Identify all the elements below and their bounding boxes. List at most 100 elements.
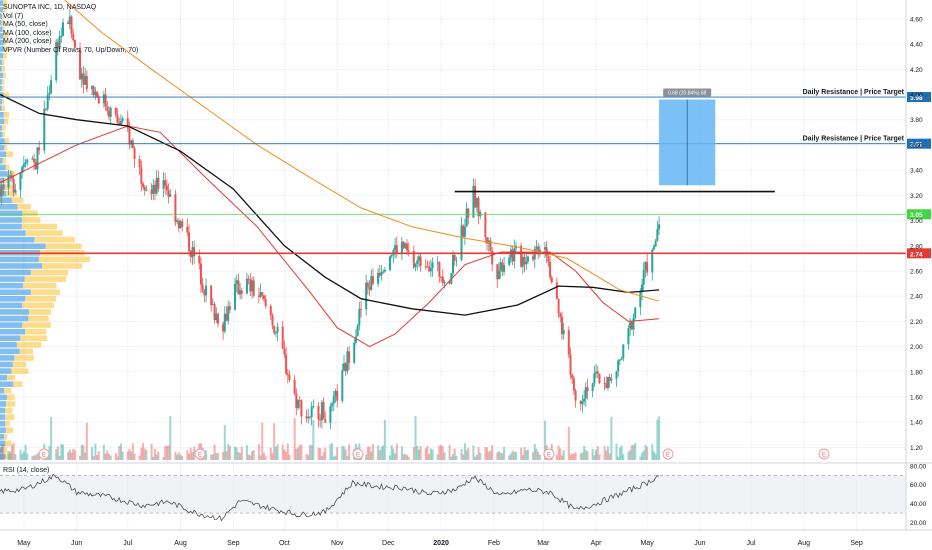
vpvr-up-bar — [0, 269, 31, 276]
legend-vpvr[interactable]: VPVR (Number Of Rows, 70, Up/Down, 70) — [3, 46, 139, 54]
candle-body — [450, 273, 453, 284]
vpvr-up-bar — [0, 204, 18, 210]
price-levels[interactable]: 3.98 Daily Resistance | Price Target 3.61 D… — [0, 88, 931, 259]
candle-body — [394, 245, 397, 250]
legend-vol[interactable]: Vol (7) — [3, 12, 24, 20]
volume-bar — [644, 445, 647, 460]
volume-bar — [627, 451, 630, 460]
vpvr-down-bar — [5, 414, 15, 420]
candle-body — [251, 280, 254, 292]
candle-body — [360, 308, 363, 310]
moving-averages — [0, 0, 660, 348]
vpvr-down-bar — [2, 26, 5, 33]
rsi-tick-label: 80.00 — [910, 463, 927, 470]
price-tag — [907, 248, 931, 259]
volume-bar — [629, 450, 632, 460]
volume-bar — [332, 456, 335, 460]
vpvr-up-bar — [0, 296, 26, 302]
time-tick-label: Aug — [174, 540, 187, 547]
candle-body — [240, 290, 243, 294]
chart-legend: SUNOPTA INC, 1D, NASDAQ Vol (7) MA (50, … — [3, 4, 138, 56]
volume-bar — [310, 445, 313, 460]
volume-bar — [82, 445, 85, 460]
price-tick-label: 2.60 — [910, 268, 923, 275]
candle-body — [571, 374, 574, 379]
candle-body — [322, 402, 325, 420]
volume-bar — [0, 444, 3, 460]
volume-bar — [223, 424, 226, 460]
candle-body — [19, 172, 22, 190]
volume-bar — [116, 456, 119, 460]
volume-bar — [414, 416, 417, 460]
volume-bar — [225, 451, 228, 460]
candle-body — [72, 34, 75, 41]
candle-body — [486, 237, 489, 244]
candle-body — [138, 159, 141, 168]
volume-bar — [569, 454, 572, 460]
candle-body — [126, 118, 129, 129]
candle-body — [285, 354, 288, 374]
candle-body — [257, 295, 260, 297]
rsi-legend[interactable]: RSI (14, close) — [3, 467, 50, 474]
volume-bar — [102, 444, 105, 460]
volume-bar — [365, 454, 368, 460]
candle-body — [567, 330, 570, 355]
candle-body — [639, 291, 642, 308]
price-range-label: 0.68 (20.84%) 68 — [668, 91, 707, 97]
vpvr-up-bar — [0, 164, 6, 171]
earnings-marker — [543, 448, 555, 460]
volume-bar — [622, 454, 625, 460]
candle-body — [201, 284, 204, 291]
vpvr-up-bar — [0, 414, 6, 420]
time-tick-label: Feb — [488, 540, 500, 547]
volume-bar — [467, 447, 470, 460]
time-tick-label: Sep — [227, 540, 240, 547]
candle-body — [0, 189, 1, 197]
candle-body — [48, 92, 51, 95]
vpvr-down-bar — [34, 236, 75, 243]
candle-body — [584, 387, 587, 399]
volume-bar — [240, 447, 243, 460]
volume-bar — [394, 453, 397, 460]
vpvr-up-bar — [0, 420, 6, 427]
candle-body — [14, 189, 17, 193]
volume-bar — [10, 444, 13, 460]
earnings-marker — [194, 448, 206, 460]
rsi-tick-label: 60.00 — [910, 482, 927, 489]
volume-bar — [106, 450, 109, 460]
volume-bar — [402, 454, 405, 460]
candle-body — [70, 16, 73, 35]
volume-bar — [174, 451, 177, 460]
volume-bar — [475, 454, 478, 460]
vpvr-up-bar — [0, 131, 3, 138]
candle-body — [174, 194, 177, 223]
candle-body — [627, 328, 630, 345]
candle-body — [114, 107, 117, 115]
legend-ma100[interactable]: MA (100, close) — [3, 29, 52, 37]
candle-body — [249, 279, 252, 292]
candle-body — [491, 250, 494, 265]
price-tag-text: 3.98 — [910, 95, 923, 102]
ma-line — [0, 125, 660, 348]
volume-bar — [465, 450, 468, 460]
vpvr-up-bar — [0, 256, 39, 263]
volume-bar — [642, 450, 645, 460]
volume-bar — [523, 447, 526, 460]
vpvr-down-bar — [6, 394, 15, 401]
volume-bar — [383, 419, 386, 460]
candle-body — [234, 283, 237, 310]
candle-body — [22, 164, 25, 167]
volume-bar — [412, 447, 415, 460]
candle-body — [378, 272, 381, 276]
time-tick-label: May — [641, 540, 655, 547]
legend-ma200[interactable]: MA (200, close) — [3, 38, 52, 46]
volume-bar — [300, 444, 303, 460]
legend-ma50[interactable]: MA (50, close) — [3, 21, 48, 29]
volume-bar — [295, 448, 298, 460]
symbol-title[interactable]: SUNOPTA INC, 1D, NASDAQ — [3, 4, 97, 11]
candle-body — [68, 16, 71, 24]
vpvr-up-bar — [0, 223, 22, 230]
